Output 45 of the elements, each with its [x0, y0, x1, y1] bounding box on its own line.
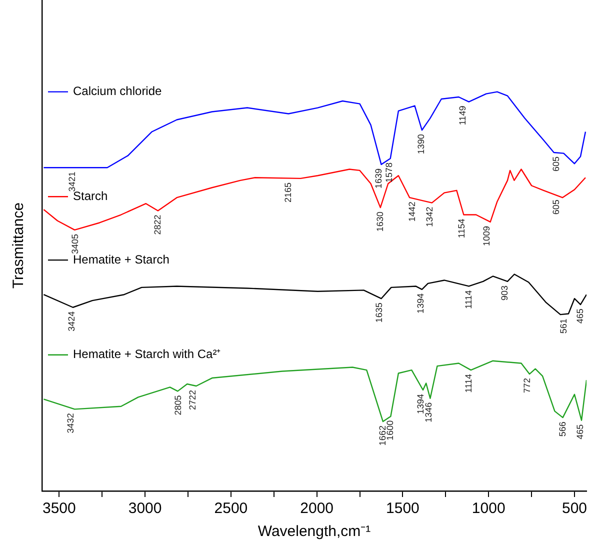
- x-tick-label: 1500: [386, 500, 420, 518]
- annotation: 1442: [407, 202, 418, 222]
- x-tick-label: 2000: [300, 500, 334, 518]
- annotation: 772: [522, 378, 532, 394]
- annotation: 2822: [152, 214, 162, 235]
- x-tick-label: 3000: [128, 500, 162, 518]
- annotation: 1394: [415, 394, 426, 414]
- annotation: 1346: [424, 402, 434, 422]
- annotation: 2165: [282, 182, 293, 202]
- x-tick-label: 2500: [214, 500, 248, 518]
- annotation: 1114: [464, 374, 474, 393]
- y-axis-title: Trasmittance: [10, 202, 28, 289]
- annotation: 1578: [384, 162, 394, 183]
- annotation: 1630: [374, 212, 385, 232]
- annotation: 605: [550, 156, 561, 172]
- annotation: 1114: [464, 290, 474, 309]
- annotation: 605: [550, 200, 561, 215]
- legend-label: Hematite + Starch: [73, 252, 170, 266]
- annotation: 1639: [373, 168, 384, 188]
- x-tick-label: 500: [562, 500, 587, 518]
- legend-label: Calcium chloride: [73, 84, 162, 98]
- annotation: 2722: [187, 390, 198, 410]
- annotation: 1009: [482, 226, 492, 246]
- annotation: 465: [574, 424, 585, 440]
- annotation: 3432: [65, 413, 76, 434]
- legend-label: Hematite + Starch with Ca²⁺: [73, 347, 221, 362]
- x-axis-title: Wavelength,cm⁻¹: [258, 523, 371, 540]
- annotation: 1390: [416, 134, 426, 154]
- annotation: 1154: [456, 218, 467, 238]
- annotation: 1342: [424, 206, 434, 227]
- annotation: 3421: [67, 172, 78, 192]
- annotation: 561: [558, 318, 568, 334]
- annotation: 903: [500, 285, 510, 300]
- annotation: 3405: [70, 234, 80, 254]
- x-tick-label: 3500: [42, 500, 76, 518]
- annotation: 1600: [385, 420, 396, 440]
- annotation: 1662: [377, 426, 388, 446]
- annotation: 3424: [66, 311, 77, 332]
- annotation: 465: [574, 308, 585, 324]
- annotation: 1394: [415, 293, 426, 314]
- annotation: 1149: [457, 106, 468, 126]
- annotation: 2805: [173, 395, 184, 416]
- x-tick-label: 1000: [472, 500, 506, 518]
- annotation: 1635: [374, 302, 384, 323]
- annotation: 566: [558, 422, 568, 437]
